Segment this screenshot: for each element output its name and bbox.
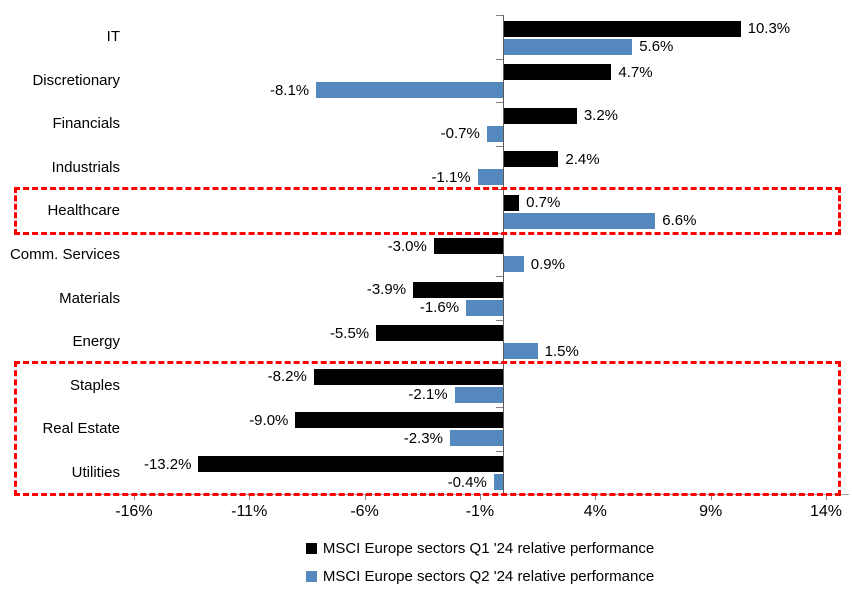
category-tick bbox=[496, 319, 503, 321]
category-label: Materials bbox=[59, 289, 120, 307]
legend-label: MSCI Europe sectors Q2 '24 relative perf… bbox=[322, 567, 655, 585]
category-tick bbox=[496, 276, 503, 278]
category-label: Healthcare bbox=[47, 202, 120, 220]
bar-q1 bbox=[198, 456, 503, 472]
highlight-box bbox=[14, 187, 841, 235]
x-axis-tick bbox=[249, 494, 251, 501]
x-axis-tick bbox=[479, 494, 481, 501]
category-tick bbox=[496, 450, 503, 452]
category-tick bbox=[496, 406, 503, 408]
value-label: -2.1% bbox=[408, 386, 448, 404]
category-label: Comm. Services bbox=[9, 246, 120, 264]
category-label: Financials bbox=[52, 115, 120, 133]
value-label: -9.0% bbox=[249, 411, 289, 429]
legend-swatch-icon bbox=[305, 542, 317, 554]
bar-q2 bbox=[466, 299, 503, 316]
legend: MSCI Europe sectors Q1 '24 relative perf… bbox=[110, 534, 850, 590]
legend-item: MSCI Europe sectors Q1 '24 relative perf… bbox=[305, 534, 655, 562]
value-label: -8.1% bbox=[269, 81, 310, 99]
x-axis-tick-label: -11% bbox=[231, 503, 268, 521]
bar-q2 bbox=[454, 386, 503, 403]
legend-item: MSCI Europe sectors Q2 '24 relative perf… bbox=[305, 562, 655, 590]
bar-q2 bbox=[503, 212, 656, 229]
category-label: Real Estate bbox=[42, 420, 120, 438]
value-label: 2.4% bbox=[565, 150, 600, 168]
value-label: -2.3% bbox=[403, 429, 443, 447]
category-tick bbox=[496, 15, 503, 16]
category-tick bbox=[496, 102, 503, 104]
value-label: 10.3% bbox=[747, 20, 791, 37]
bar-q1 bbox=[295, 412, 503, 429]
bar-q2 bbox=[316, 82, 503, 99]
x-axis-tick-label: -6% bbox=[350, 503, 379, 521]
category-tick bbox=[496, 145, 503, 147]
bar-q1 bbox=[503, 107, 577, 124]
bar-q1 bbox=[313, 368, 503, 385]
category-label: Energy bbox=[72, 333, 120, 351]
bar-q2 bbox=[503, 343, 538, 360]
value-label: 3.2% bbox=[583, 107, 619, 125]
value-label: -3.0% bbox=[387, 237, 427, 255]
x-axis-tick bbox=[710, 494, 712, 501]
highlight-box bbox=[14, 361, 841, 497]
bar-q2 bbox=[503, 256, 524, 273]
value-label: 1.5% bbox=[544, 342, 579, 360]
value-label: -3.9% bbox=[366, 281, 407, 299]
x-axis-tick bbox=[595, 494, 597, 501]
category-label: Industrials bbox=[51, 158, 120, 176]
legend-label: MSCI Europe sectors Q1 '24 relative perf… bbox=[322, 539, 655, 557]
value-label: -1.6% bbox=[419, 299, 460, 317]
bar-q1 bbox=[503, 20, 741, 37]
bar-q2 bbox=[486, 125, 503, 142]
value-label: -0.4% bbox=[447, 473, 487, 491]
value-label: 0.7% bbox=[526, 194, 561, 212]
bar-q1 bbox=[503, 151, 559, 168]
category-label: Utilities bbox=[71, 463, 120, 481]
value-label: -0.7% bbox=[440, 125, 480, 143]
bar-q1 bbox=[376, 325, 503, 342]
x-axis-tick bbox=[364, 494, 366, 501]
value-label: -13.2% bbox=[143, 455, 192, 473]
value-label: 6.6% bbox=[662, 212, 697, 230]
x-axis-tick bbox=[825, 494, 827, 501]
bar-q2 bbox=[503, 38, 633, 55]
value-label: 5.6% bbox=[639, 38, 674, 55]
y-axis-line bbox=[503, 15, 504, 495]
value-label: -8.2% bbox=[267, 368, 307, 386]
bar-q1 bbox=[503, 194, 520, 211]
x-axis-tick bbox=[133, 494, 135, 501]
bar-q1 bbox=[503, 64, 612, 81]
bar-q2 bbox=[449, 430, 503, 447]
value-label: 4.7% bbox=[618, 63, 653, 81]
value-label: -1.1% bbox=[431, 168, 471, 186]
bar-q1 bbox=[413, 281, 503, 298]
category-label: IT bbox=[106, 28, 120, 46]
bar-q2 bbox=[493, 474, 503, 490]
x-axis-tick-label: 9% bbox=[699, 503, 723, 521]
bar-q2 bbox=[477, 169, 503, 186]
legend-swatch-icon bbox=[305, 570, 317, 582]
category-label: Discretionary bbox=[32, 71, 120, 89]
x-axis-tick-label: -1% bbox=[465, 503, 495, 521]
value-label: -5.5% bbox=[329, 324, 370, 342]
category-tick bbox=[496, 58, 503, 60]
bar-q1 bbox=[433, 238, 503, 255]
x-axis-tick-label: 14% bbox=[809, 503, 842, 521]
category-label: Staples bbox=[69, 376, 120, 394]
value-label: 0.9% bbox=[530, 255, 565, 273]
x-axis-tick-label: 4% bbox=[583, 503, 607, 521]
x-axis-tick-label: -16% bbox=[115, 503, 153, 521]
